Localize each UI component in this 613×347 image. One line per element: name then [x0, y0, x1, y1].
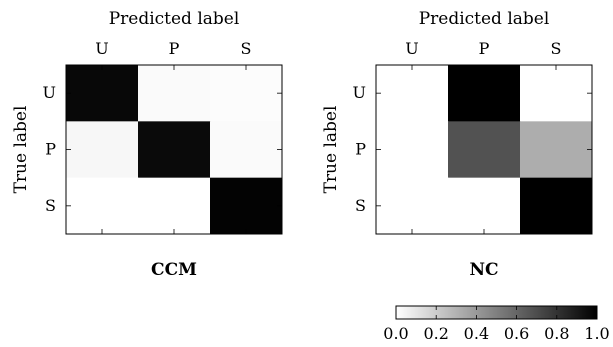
- x-tick-label: P: [479, 39, 490, 58]
- y-tick-label: U: [43, 83, 56, 102]
- heatmap-cell-s-p: [448, 177, 521, 235]
- colorbar-tick-label: 0.0: [383, 324, 408, 343]
- panel-title: NC: [469, 260, 498, 280]
- colorbar-tick-label: 1.0: [584, 324, 609, 343]
- heatmap-cell-p-s: [520, 121, 593, 179]
- y-tick-label: P: [355, 140, 366, 159]
- heatmap-cell-u-p: [138, 65, 211, 122]
- x-tick-label: P: [169, 39, 180, 58]
- heatmap-cell-u-u: [376, 65, 449, 122]
- panel-title: CCM: [151, 260, 197, 280]
- x-axis-title: Predicted label: [419, 9, 550, 29]
- heatmap-cell-s-s: [210, 177, 283, 235]
- x-tick-label: U: [95, 39, 108, 58]
- heatmap-cell-p-s: [210, 121, 283, 179]
- heatmap-cell-p-u: [66, 121, 139, 179]
- x-tick-label: S: [241, 39, 252, 58]
- x-tick-label: S: [551, 39, 562, 58]
- heatmap-cell-u-s: [210, 65, 283, 122]
- heatmap-cell-p-u: [376, 121, 449, 179]
- heatmap-cell-p-p: [138, 121, 211, 179]
- heatmap-cell-s-s: [520, 177, 593, 235]
- heatmap-cell-u-p: [448, 65, 521, 122]
- colorbar-gradient: [395, 305, 598, 320]
- colorbar-tick-label: 0.4: [464, 324, 489, 343]
- colorbar: 0.0 0.2 0.4 0.6 0.8 1.0: [383, 305, 610, 343]
- y-tick-label: U: [353, 83, 366, 102]
- colorbar-tick-label: 0.6: [504, 324, 529, 343]
- y-tick-label: P: [45, 140, 56, 159]
- y-axis-title: True label: [11, 106, 31, 194]
- colorbar-tick-label: 0.8: [544, 324, 569, 343]
- heatmap-cell-u-u: [66, 65, 139, 122]
- heatmap-cell-u-s: [520, 65, 593, 122]
- y-tick-label: S: [45, 196, 56, 215]
- y-tick-label: S: [355, 196, 366, 215]
- heatmap-cell-s-u: [376, 177, 449, 235]
- heatmap-cell-p-p: [448, 121, 521, 179]
- x-axis-title: Predicted label: [109, 9, 240, 29]
- heatmap-cell-s-u: [66, 177, 139, 235]
- y-axis-title: True label: [321, 106, 341, 194]
- heatmap-cell-s-p: [138, 177, 211, 235]
- x-tick-label: U: [405, 39, 418, 58]
- colorbar-tick-label: 0.2: [423, 324, 448, 343]
